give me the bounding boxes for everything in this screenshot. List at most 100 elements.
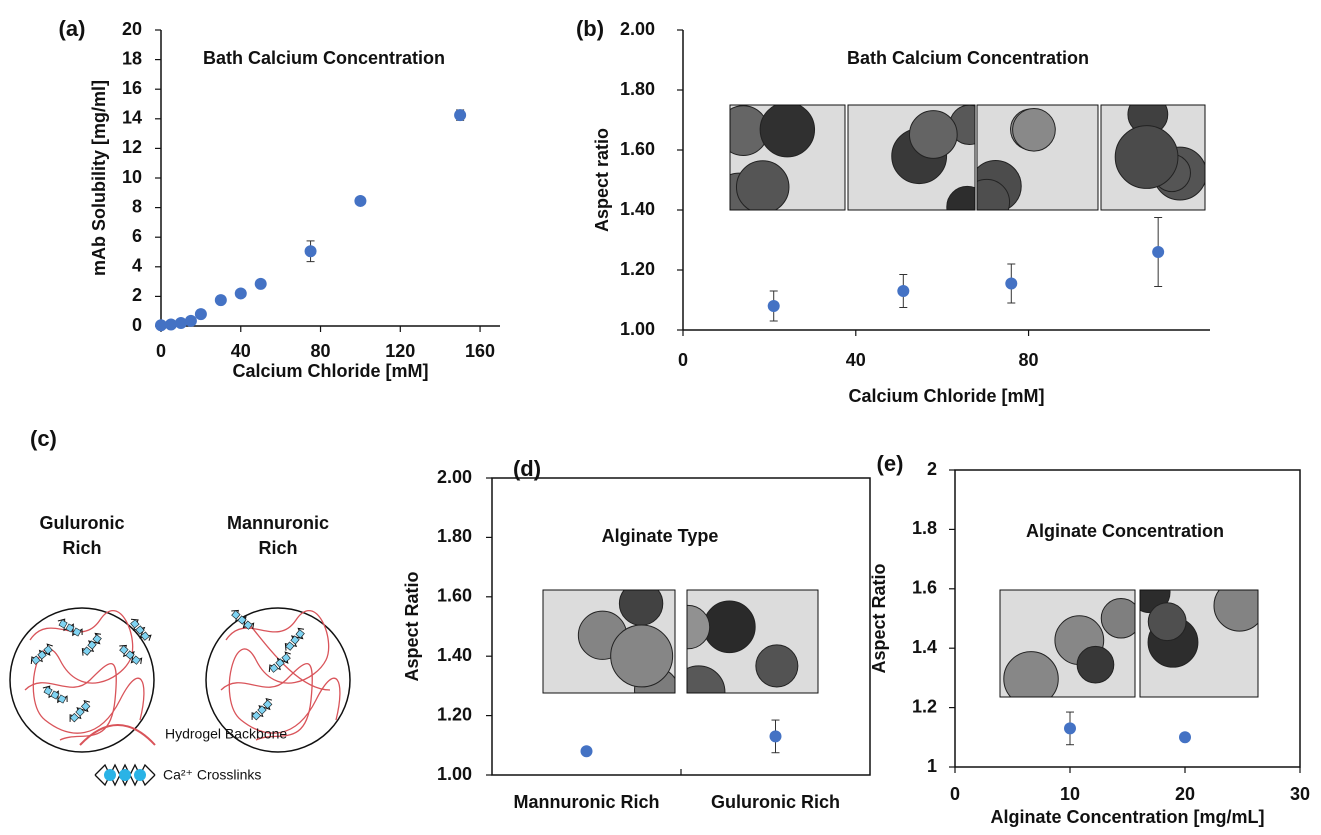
- bead-image: [703, 600, 756, 654]
- micrograph: [730, 105, 845, 210]
- bead-image: [759, 105, 816, 158]
- x-axis-label: Alginate Concentration [mg/mL]: [991, 807, 1265, 827]
- y-tick-label: 1.80: [620, 79, 655, 99]
- y-tick-label: 1.8: [912, 518, 937, 538]
- crosslink: [231, 609, 255, 630]
- crosslink-site: [82, 646, 92, 656]
- data-point: [1152, 246, 1165, 258]
- x-tick-label: Mannuronic Rich: [513, 792, 659, 812]
- bead-image: [735, 160, 790, 210]
- data-point: [174, 317, 187, 330]
- micrograph-frame: [1139, 589, 1259, 698]
- crosslink-chain: [57, 618, 83, 637]
- data-point: [454, 109, 467, 122]
- y-tick-label: 1.40: [437, 645, 472, 665]
- crosslink: [268, 651, 291, 673]
- y-axis-label: Aspect Ratio: [869, 563, 889, 673]
- data-point: [1005, 277, 1018, 290]
- chart-title: Alginate Concentration: [1026, 521, 1224, 541]
- crosslink-site: [80, 701, 91, 712]
- crosslink-site: [119, 645, 129, 655]
- micrograph-frame: [999, 589, 1136, 698]
- data-point: [1179, 731, 1191, 744]
- crosslink-chain: [231, 609, 255, 630]
- y-tick-label: 1.00: [437, 764, 472, 784]
- y-tick-label: 2.00: [620, 19, 655, 39]
- y-tick-label: 6: [132, 226, 142, 246]
- legend-icon: [94, 763, 156, 787]
- crosslink-site: [69, 712, 80, 723]
- diagram-title: Mannuronic: [227, 513, 329, 533]
- x-tick-label: 0: [950, 784, 960, 804]
- crosslink-chain: [81, 632, 102, 656]
- crosslink-site: [243, 620, 253, 630]
- data-point: [769, 730, 782, 743]
- crosslink-site: [257, 705, 267, 715]
- crosslink-site: [65, 623, 75, 633]
- x-tick-label: 80: [1019, 350, 1039, 370]
- crosslink-site: [135, 625, 145, 635]
- data-point: [164, 318, 177, 331]
- data-point: [184, 314, 197, 327]
- x-tick-label: 160: [465, 341, 495, 361]
- bead-image: [1012, 107, 1056, 152]
- micrograph: [687, 590, 818, 693]
- panel-label: (e): [877, 451, 904, 476]
- data-point: [214, 294, 227, 307]
- micrograph: [543, 590, 675, 693]
- y-tick-label: 1.4: [912, 637, 937, 657]
- bead-image: [687, 665, 726, 693]
- y-tick-label: 20: [122, 19, 142, 39]
- crosslink-site: [281, 653, 291, 663]
- crosslink-site: [130, 619, 140, 629]
- bead-image: [1003, 651, 1059, 697]
- legend-text: Hydrogel Backbone: [165, 726, 287, 742]
- y-tick-label: 2.00: [437, 467, 472, 487]
- x-tick-label: 40: [231, 341, 251, 361]
- crosslink-chain: [130, 618, 152, 641]
- crosslink: [284, 627, 305, 651]
- panel-label: (a): [59, 16, 86, 41]
- panel-label: (d): [513, 456, 541, 481]
- crosslink: [251, 697, 273, 721]
- y-tick-label: 1.80: [437, 526, 472, 546]
- bead-image: [1213, 590, 1258, 632]
- crosslink: [81, 632, 102, 656]
- y-tick-label: 12: [122, 137, 142, 157]
- crosslink: [69, 699, 91, 723]
- chart-title: Alginate Type: [602, 526, 719, 546]
- x-tick-label: Guluronic Rich: [711, 792, 840, 812]
- crosslink-chain: [251, 697, 273, 720]
- micrograph-frame: [847, 104, 976, 211]
- bead-image: [977, 178, 1011, 210]
- y-tick-label: 14: [122, 108, 142, 128]
- crosslink-site: [290, 635, 300, 645]
- data-point: [234, 287, 247, 300]
- bead-image: [687, 604, 711, 650]
- y-axis-label: Aspect Ratio: [402, 571, 422, 681]
- bead-image: [946, 185, 975, 210]
- x-tick-label: 0: [156, 341, 166, 361]
- bead-image: [618, 590, 664, 626]
- crosslink: [130, 618, 152, 641]
- micrograph: [1101, 105, 1205, 210]
- crosslink-site: [295, 629, 305, 639]
- y-tick-label: 1.6: [912, 578, 937, 598]
- panel-label: (b): [576, 16, 604, 41]
- chart-title: Bath Calcium Concentration: [847, 48, 1089, 68]
- crosslink-site: [37, 650, 47, 660]
- micrograph: [1140, 590, 1258, 697]
- y-tick-label: 8: [132, 196, 142, 216]
- bead-image: [1076, 645, 1115, 684]
- gel-bead: [205, 607, 351, 753]
- data-point: [1064, 722, 1076, 735]
- crosslink-chain: [30, 643, 53, 665]
- diagram-title: Rich: [62, 538, 101, 558]
- diagram-title: Guluronic: [40, 513, 125, 533]
- y-tick-label: 1.00: [620, 319, 655, 339]
- crosslink-site: [87, 640, 97, 650]
- bead-image: [610, 624, 674, 688]
- gel-bead: [9, 607, 155, 753]
- data-point: [304, 245, 317, 258]
